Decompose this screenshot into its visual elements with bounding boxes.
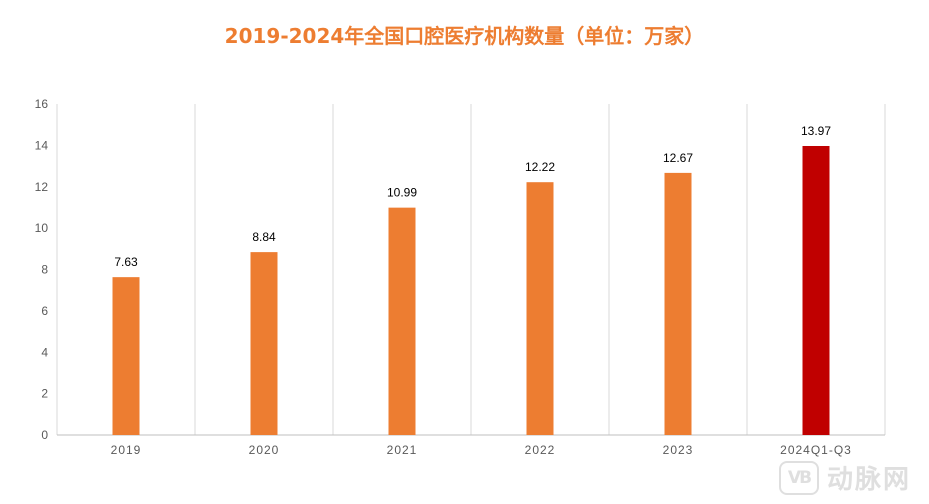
bar [802, 145, 830, 436]
y-tick-label: 2 [41, 387, 48, 401]
y-tick-label: 4 [41, 345, 48, 359]
y-tick-label: 14 [35, 138, 49, 152]
y-tick-label: 6 [41, 304, 48, 318]
bar [526, 182, 554, 435]
watermark-logo-icon: VB [778, 460, 819, 495]
data-label: 8.84 [252, 230, 276, 244]
data-label: 12.67 [663, 151, 693, 165]
bar [112, 277, 140, 435]
data-label: 12.22 [525, 160, 555, 174]
x-tick-label: 2020 [249, 443, 280, 457]
x-tick-label: 2023 [663, 443, 694, 457]
y-tick-label: 8 [41, 263, 48, 277]
watermark: VB 动脉网 [778, 459, 911, 496]
chart-title: 2019-2024年全国口腔医疗机构数量（单位：万家） [224, 24, 705, 48]
x-tick-label: 2024Q1-Q3 [780, 443, 852, 457]
y-tick-label: 16 [35, 97, 49, 111]
bar [250, 252, 278, 435]
y-tick-label: 10 [35, 221, 49, 235]
data-label: 10.99 [387, 186, 417, 200]
x-tick-label: 2022 [525, 443, 556, 457]
y-tick-label: 0 [41, 428, 48, 442]
watermark-text: 动脉网 [826, 465, 911, 495]
x-tick-label: 2021 [387, 443, 418, 457]
bar [664, 172, 692, 435]
data-label: 13.97 [801, 124, 831, 138]
x-tick-label: 2019 [111, 443, 142, 457]
data-label: 7.63 [114, 255, 138, 269]
y-tick-label: 12 [35, 180, 49, 194]
bar [388, 207, 416, 435]
